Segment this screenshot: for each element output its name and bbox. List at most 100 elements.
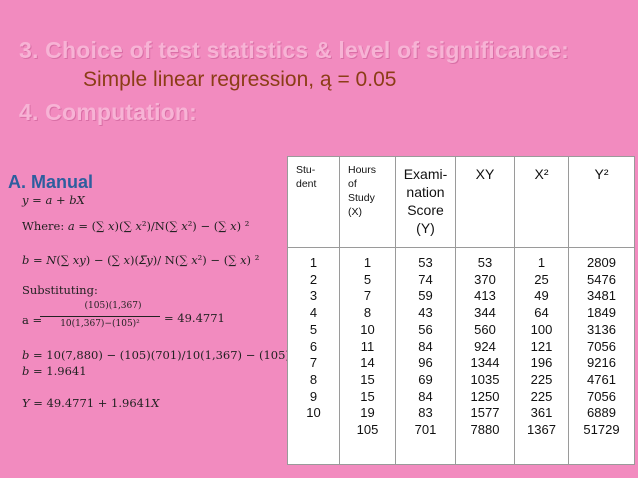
table-cell: 1367 — [527, 422, 556, 438]
table-cell: 7880 — [470, 422, 500, 438]
table-cell: 15 — [360, 388, 375, 404]
subtitle-regression: Simple linear regression, ą = 0.05 — [83, 68, 397, 91]
eq-model: 𝑦 = 𝑎 + 𝑏𝑋 — [22, 193, 85, 207]
eq-b-calc: 𝑏 = 10(7,880) − (105)(701)/10(1,367) − (… — [22, 348, 295, 362]
eq-b-result: 𝑏 = 1.9641 — [22, 364, 87, 378]
table-cell: 7 — [309, 355, 318, 371]
table-cell: 64 — [534, 305, 549, 321]
eq-where-a: Where: 𝑎 = (∑ 𝑥)(∑ 𝑥²)/N(∑ 𝑥²) − (∑ 𝑥) ² — [22, 219, 250, 233]
table-cell: 1 — [537, 255, 546, 270]
column-student: 1 2 3 4 5 6 7 8 9 10 — [287, 247, 340, 465]
heading-test-statistics: 3. Choice of test statistics & level of … — [19, 37, 569, 63]
table-cell: 7056 — [587, 388, 616, 404]
table-cell: 49 — [534, 288, 549, 304]
table-cell: 225 — [530, 371, 553, 387]
eq-b-formula: 𝑏 = 𝑁(∑ 𝑥𝑦) − (∑ 𝑥)(𝛴𝑦)/ N(∑ 𝑥²) − (∑ 𝑥)… — [22, 253, 260, 267]
table-cell: 51729 — [583, 422, 620, 438]
header-line: Hours — [348, 164, 377, 176]
header-line: Study — [348, 192, 375, 204]
header-line: dent — [296, 178, 317, 190]
table-cell: 361 — [530, 405, 553, 421]
header-line: Stu- — [296, 164, 316, 176]
computation-table: Stu-dent Hours of Study (X) Exami-nation Score… — [287, 156, 635, 465]
a-result: = 49.4771 — [164, 311, 225, 325]
table-cell: 1849 — [587, 305, 616, 321]
table-cell: 370 — [474, 271, 496, 287]
table-cell: 56 — [418, 321, 433, 337]
manual-label: A. Manual — [8, 172, 94, 192]
table-cell: 560 — [474, 321, 496, 337]
table-cell: 5 — [309, 321, 318, 337]
header-line: (Y) — [416, 220, 435, 236]
a-label: a = — [22, 313, 43, 327]
table-cell: 9 — [309, 388, 318, 404]
substituting-label: Substituting: — [22, 283, 98, 297]
table-cell: 19 — [360, 405, 375, 421]
table-cell: 8 — [363, 305, 372, 321]
table-cell: 3 — [309, 288, 318, 304]
table-cell: 9216 — [587, 355, 616, 371]
header-hours: Hours of Study (X) — [339, 156, 396, 248]
table-cell: 196 — [530, 355, 553, 371]
header-line: XY — [475, 166, 495, 182]
table-cell: 7 — [363, 288, 372, 304]
a-numerator: (105)(1,367) — [84, 301, 142, 311]
table-cell: 10 — [306, 405, 321, 421]
eq-final: 𝑌 = 49.4771 + 1.9641𝑋 — [22, 396, 160, 410]
table-cell: 1344 — [470, 355, 500, 371]
table-cell: 43 — [418, 305, 433, 321]
header-line: Y² — [594, 166, 609, 182]
table-cell: 84 — [418, 338, 433, 354]
table-cell: 121 — [530, 338, 553, 354]
table-cell: 2809 — [587, 255, 616, 270]
table-cell: 8 — [309, 371, 318, 387]
column-hours: 1 5 7 8 10 11 14 15 15 19 105 — [339, 247, 396, 465]
table-cell: 14 — [360, 355, 375, 371]
table-cell: 11 — [360, 338, 375, 354]
column-x2: 1 25 49 64 100 121 196 225 225 361 1367 — [514, 247, 569, 465]
table-cell: 105 — [356, 422, 379, 438]
table-cell: 83 — [418, 405, 433, 421]
table-cell: 413 — [474, 288, 496, 304]
column-score: 53 74 59 43 56 84 96 69 84 83 701 — [395, 247, 456, 465]
table-cell: 3136 — [587, 321, 616, 337]
table-cell: 74 — [418, 271, 433, 287]
table-cell: 59 — [418, 288, 433, 304]
header-score: Exami-nation Score (Y) — [395, 156, 456, 248]
table-cell: 84 — [418, 388, 433, 404]
table-cell: 53 — [477, 255, 493, 270]
table-cell: 69 — [418, 371, 433, 387]
table-cell: 1 — [363, 255, 372, 270]
table-data-row: 1 2 3 4 5 6 7 8 9 10 1 5 7 8 10 11 14 15 15 19 105 53 74 59 43 5… — [287, 247, 635, 465]
table-cell: 225 — [530, 388, 553, 404]
header-line: (X) — [348, 206, 362, 218]
header-x2: X² — [514, 156, 569, 248]
header-y2: Y² — [568, 156, 635, 248]
table-cell: 25 — [534, 271, 549, 287]
table-cell: 1250 — [470, 388, 500, 404]
column-y2: 2809 5476 3481 1849 3136 7056 9216 4761 7056 6889… — [568, 247, 635, 465]
table-cell: 15 — [360, 371, 375, 387]
heading-computation: 4. Computation: — [19, 99, 198, 125]
header-line: Score — [407, 202, 444, 218]
a-denominator: 10(1,367)−(105)² — [60, 319, 140, 329]
fraction-bar — [40, 316, 160, 317]
table-cell: 1 — [309, 255, 318, 270]
table-cell: 924 — [474, 338, 496, 354]
table-cell: 6 — [309, 338, 318, 354]
table-cell: 1577 — [470, 405, 500, 421]
column-xy: 53 370 413 344 560 924 1344 1035 1250 1577 7880 — [455, 247, 515, 465]
table-cell: 344 — [474, 305, 496, 321]
table-cell: 1035 — [470, 371, 500, 387]
table-cell: 10 — [360, 321, 375, 337]
table-cell: 7056 — [587, 338, 616, 354]
table-cell: 96 — [418, 355, 433, 371]
header-line: Exami- — [403, 166, 448, 182]
table-cell: 5476 — [587, 271, 616, 287]
header-line: nation — [406, 184, 445, 200]
table-header-row: Stu-dent Hours of Study (X) Exami-nation Score… — [287, 156, 635, 248]
table-cell: 6889 — [587, 405, 616, 421]
table-cell: 100 — [530, 321, 553, 337]
table-cell: 4761 — [587, 371, 616, 387]
table-cell: 4 — [309, 305, 318, 321]
